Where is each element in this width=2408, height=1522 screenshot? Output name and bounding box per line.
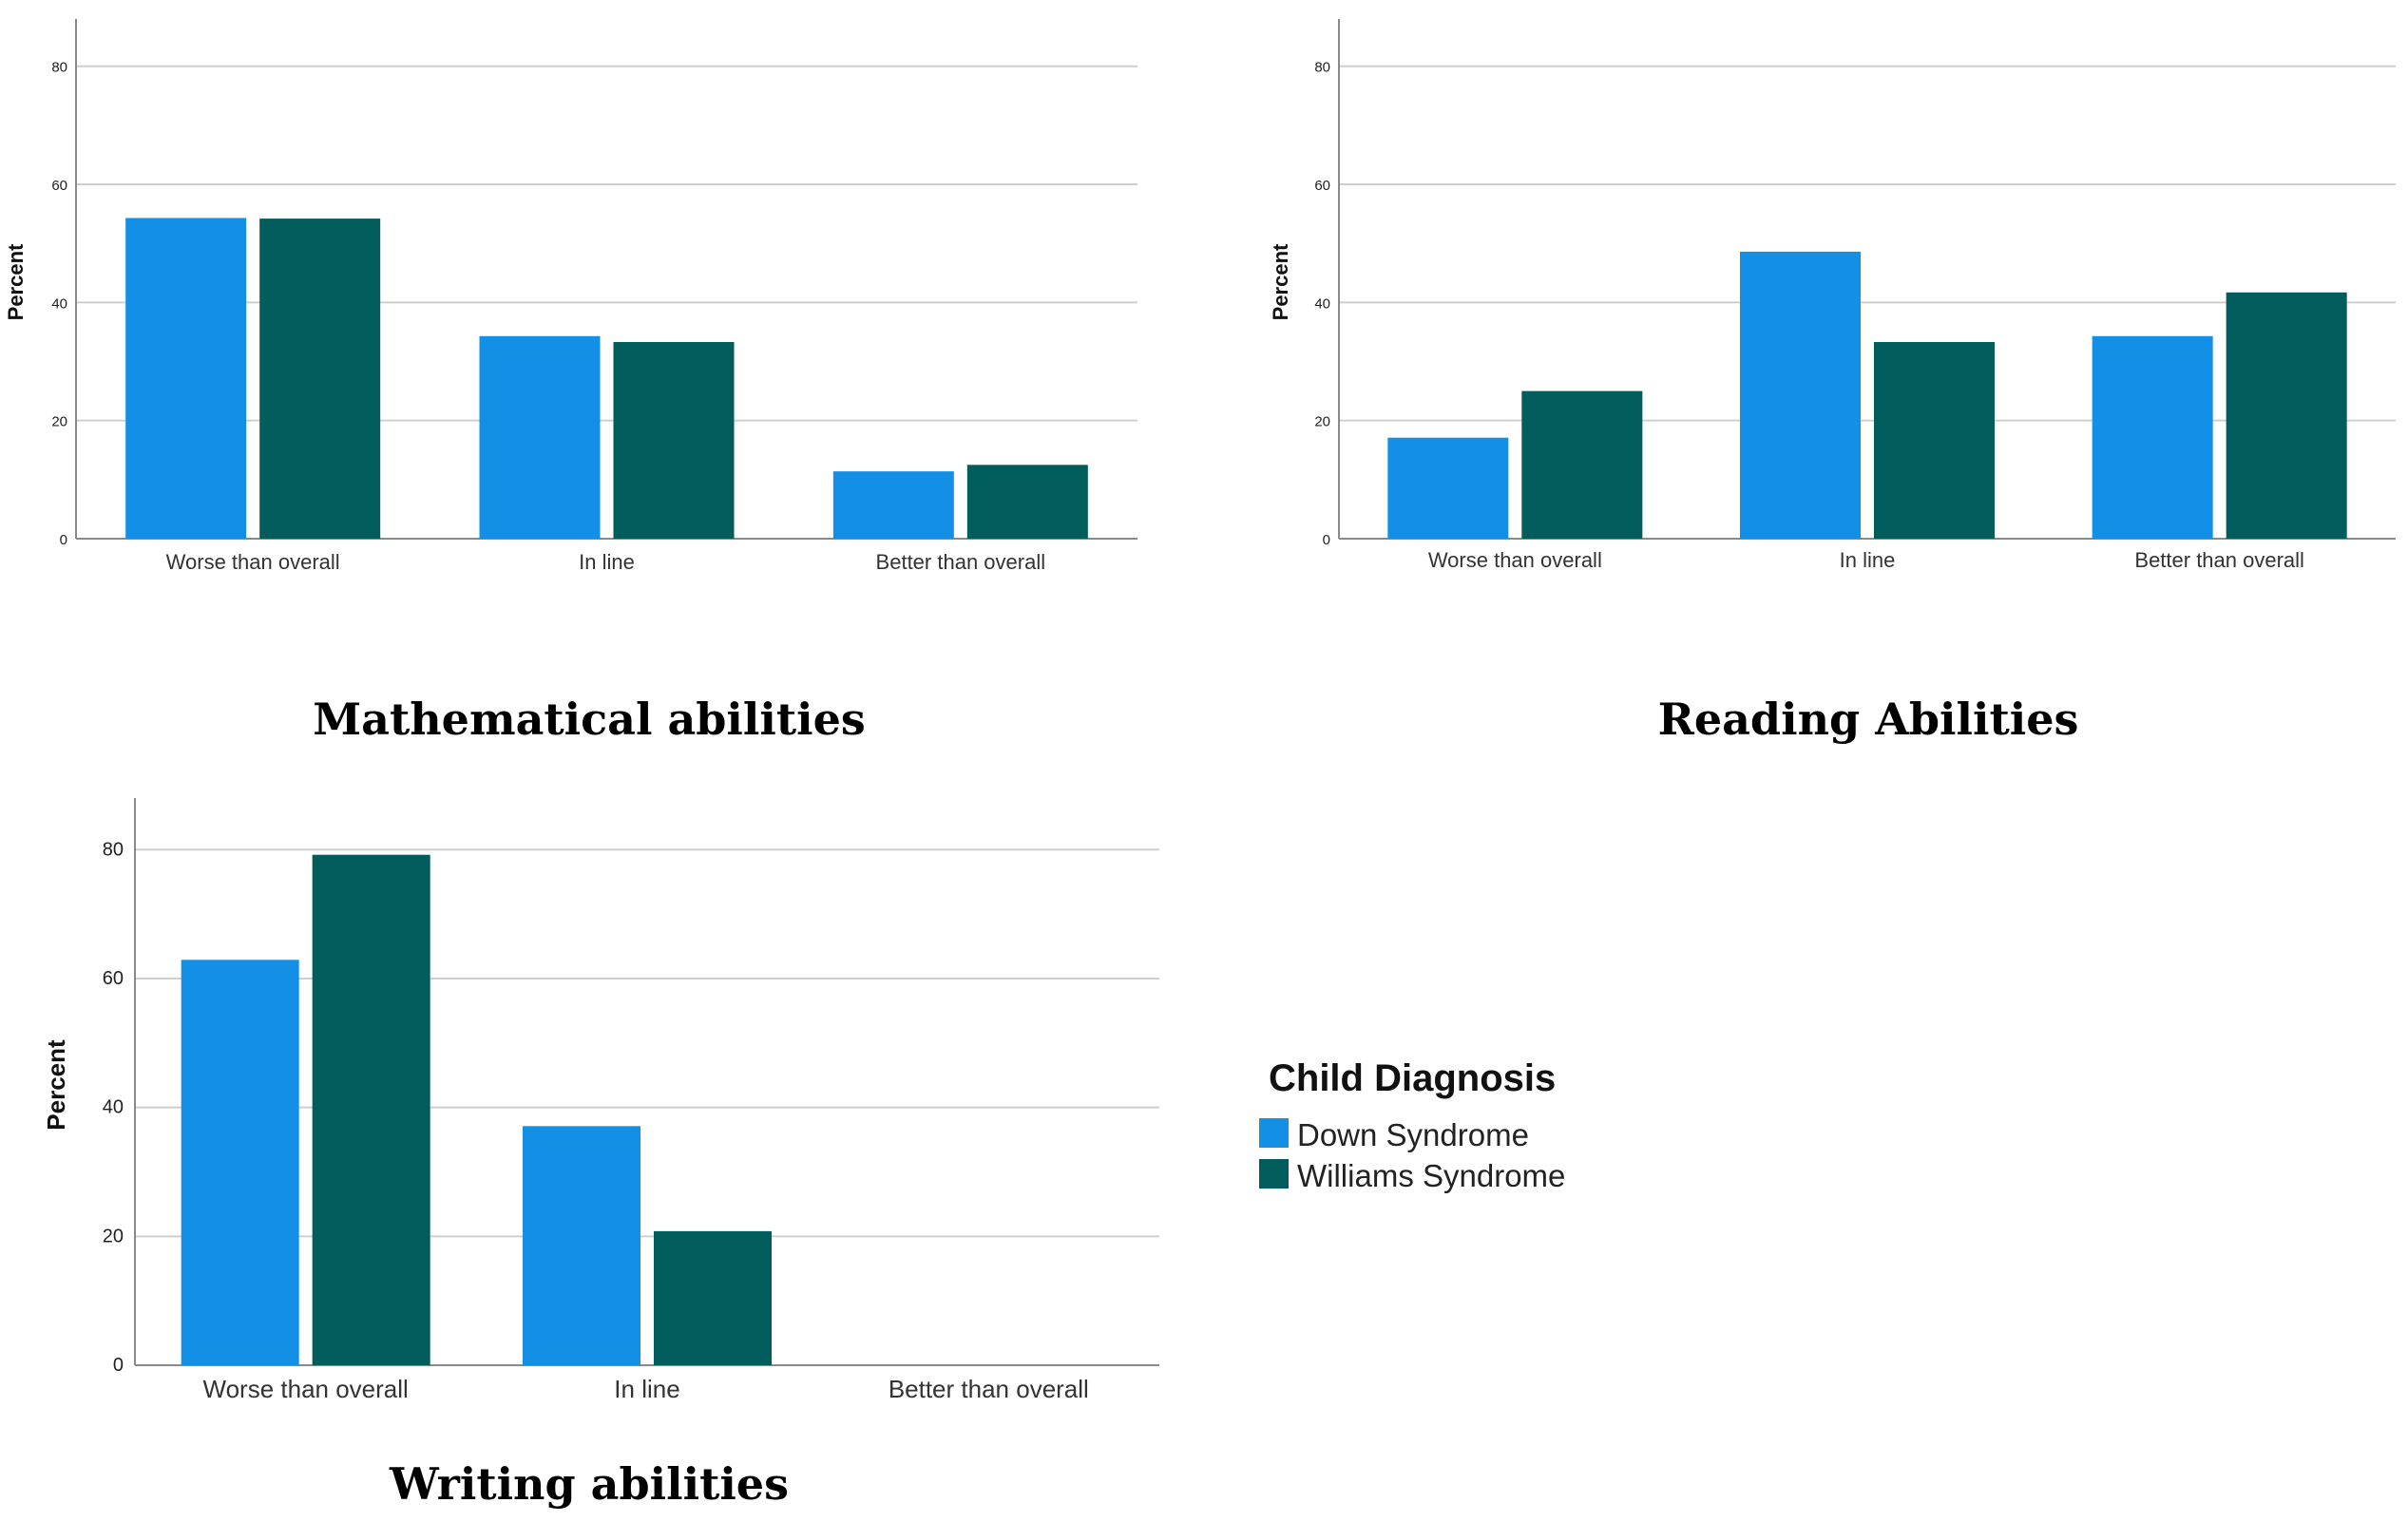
y-axis-label: Percent [42, 1039, 70, 1131]
y-tick-label: 0 [113, 1355, 124, 1376]
legend-label-williams-syndrome: Williams Syndrome [1297, 1158, 1565, 1193]
bar-williams-syndrome-better-than-overall [2226, 292, 2347, 539]
y-tick-label: 40 [1314, 295, 1330, 312]
legend: Child Diagnosis Down Syndrome Williams S… [1259, 1057, 1565, 1193]
y-axis-label: Percent [4, 243, 28, 320]
bar-down-syndrome-worse-than-overall [181, 960, 299, 1365]
y-tick-label: 40 [103, 1097, 124, 1118]
bar-williams-syndrome-worse-than-overall [1521, 390, 1643, 539]
bar-williams-syndrome-in-line [1874, 342, 1995, 539]
bar-down-syndrome-in-line [479, 335, 601, 539]
y-tick-label: 80 [103, 839, 124, 860]
bar-williams-syndrome-worse-than-overall [259, 219, 381, 540]
chart-writing-abilities: 0 20 40 60 80 Percent Worse than overall In lin… [42, 798, 1159, 1403]
x-category-label: Worse than overall [203, 1375, 409, 1403]
legend-swatch-williams-syndrome [1259, 1159, 1289, 1189]
bar-down-syndrome-worse-than-overall [1387, 437, 1509, 539]
x-category-label: In line [1840, 548, 1896, 572]
x-category-label: Worse than overall [1428, 548, 1602, 572]
legend-label-down-syndrome: Down Syndrome [1297, 1117, 1529, 1152]
x-category-label: Better than overall [876, 550, 1046, 574]
bar-williams-syndrome-better-than-overall [966, 465, 1088, 539]
chart-reading-abilities: 0 20 40 60 80 Percent Worse than overall In lin… [1269, 19, 2396, 572]
x-category-label: In line [579, 550, 635, 574]
y-tick-label: 80 [1314, 60, 1330, 76]
bar-williams-syndrome-in-line [654, 1230, 772, 1365]
bar-down-syndrome-worse-than-overall [125, 218, 247, 539]
y-tick-label: 20 [103, 1226, 124, 1246]
y-tick-label: 60 [103, 968, 124, 989]
bar-williams-syndrome-in-line [613, 342, 735, 539]
y-tick-label: 20 [51, 414, 67, 430]
legend-swatch-down-syndrome [1259, 1118, 1289, 1148]
chart-mathematical-abilities: 0 20 40 60 80 Percent Worse than overall In lin… [4, 19, 1137, 574]
y-tick-label: 0 [60, 532, 67, 548]
y-axis-label: Percent [1269, 243, 1292, 320]
bar-down-syndrome-better-than-overall [832, 471, 954, 539]
chart-title-reading: Reading Abilities [1658, 694, 2079, 745]
y-tick-label: 40 [51, 295, 67, 312]
chart-title-writing: Writing abilities [389, 1458, 789, 1510]
y-tick-label: 60 [1314, 178, 1330, 194]
chart-title-mathematical: Mathematical abilities [313, 694, 865, 745]
y-tick-label: 0 [1323, 532, 1330, 548]
y-tick-label: 20 [1314, 414, 1330, 430]
legend-title: Child Diagnosis [1269, 1057, 1556, 1099]
bar-down-syndrome-in-line [1740, 251, 1861, 539]
x-category-label: Better than overall [2134, 548, 2304, 572]
bar-williams-syndrome-worse-than-overall [312, 854, 430, 1365]
x-category-label: Better than overall [889, 1375, 1089, 1403]
x-category-label: Worse than overall [166, 550, 340, 574]
bar-down-syndrome-in-line [523, 1126, 640, 1365]
y-tick-label: 60 [51, 178, 67, 194]
y-tick-label: 80 [51, 60, 67, 76]
bar-down-syndrome-better-than-overall [2092, 335, 2213, 539]
x-category-label: In line [614, 1375, 679, 1403]
